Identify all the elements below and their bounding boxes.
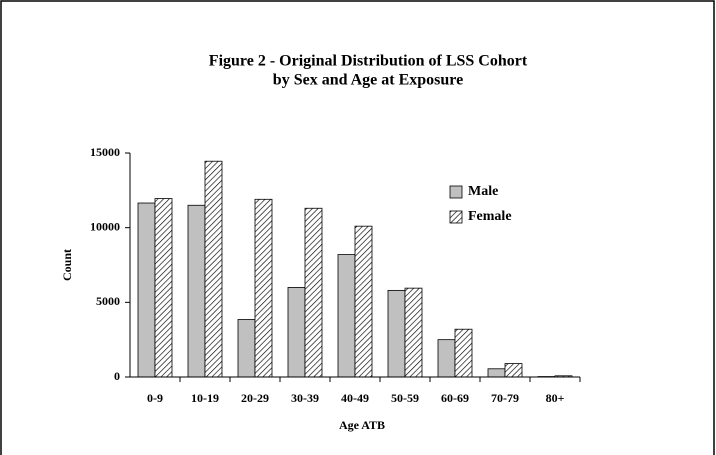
x-axis-label: Age ATB: [339, 418, 385, 432]
legend-swatch: [449, 210, 463, 224]
bar: [287, 286, 306, 378]
bar: [487, 368, 506, 378]
x-tick-label: 30-39: [291, 391, 319, 405]
bar: [387, 289, 406, 378]
bar: [154, 198, 173, 378]
x-tick-label: 80+: [546, 391, 565, 405]
bar: [504, 363, 523, 378]
y-axis-label: Count: [60, 249, 74, 281]
x-tick-label: 20-29: [241, 391, 269, 405]
x-tick-label: 0-9: [147, 391, 163, 405]
bar: [204, 160, 223, 378]
bar: [437, 339, 456, 378]
legend-swatch: [449, 185, 463, 199]
legend-label: Female: [468, 209, 512, 224]
bar: [187, 204, 206, 378]
x-tick-label: 70-79: [491, 391, 519, 405]
bar: [404, 287, 423, 378]
y-tick-label: 10000: [90, 219, 120, 233]
x-tick-label: 50-59: [391, 391, 419, 405]
x-tick-label: 40-49: [341, 391, 369, 405]
bar: [237, 319, 256, 378]
bar: [137, 202, 156, 378]
bar: [304, 207, 323, 378]
bar: [337, 254, 356, 378]
y-tick-label: 0: [114, 369, 120, 383]
bar: [454, 328, 473, 378]
x-tick-label: 10-19: [191, 391, 219, 405]
bar: [354, 225, 373, 378]
y-tick-label: 5000: [96, 294, 120, 308]
bar: [254, 198, 273, 378]
chart-subtitle: by Sex and Age at Exposure: [273, 72, 463, 89]
chart-title: Figure 2 - Original Distribution of LSS …: [209, 53, 528, 70]
y-tick-label: 15000: [90, 145, 120, 159]
x-tick-label: 60-69: [441, 391, 469, 405]
legend-label: Male: [468, 184, 498, 199]
